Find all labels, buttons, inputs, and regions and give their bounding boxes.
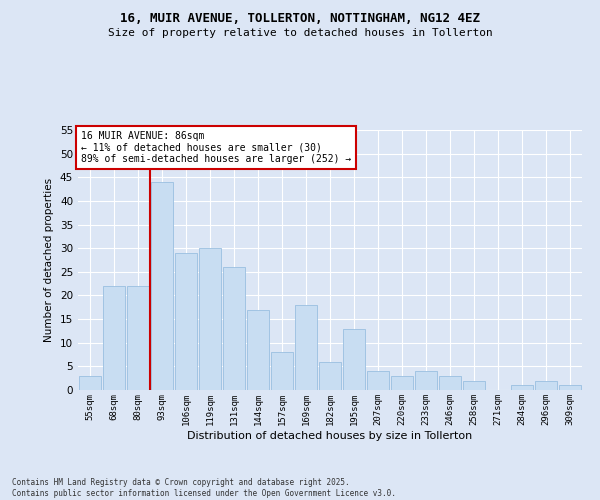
Bar <box>127 286 149 390</box>
Bar <box>559 386 581 390</box>
Text: Size of property relative to detached houses in Tollerton: Size of property relative to detached ho… <box>107 28 493 38</box>
Bar <box>415 371 437 390</box>
Bar <box>79 376 101 390</box>
Bar <box>175 253 197 390</box>
Bar <box>151 182 173 390</box>
Bar <box>247 310 269 390</box>
Bar <box>439 376 461 390</box>
Bar <box>199 248 221 390</box>
Bar <box>367 371 389 390</box>
Text: 16 MUIR AVENUE: 86sqm
← 11% of detached houses are smaller (30)
89% of semi-deta: 16 MUIR AVENUE: 86sqm ← 11% of detached … <box>80 132 351 164</box>
Bar <box>103 286 125 390</box>
Y-axis label: Number of detached properties: Number of detached properties <box>44 178 55 342</box>
Text: 16, MUIR AVENUE, TOLLERTON, NOTTINGHAM, NG12 4EZ: 16, MUIR AVENUE, TOLLERTON, NOTTINGHAM, … <box>120 12 480 26</box>
Bar <box>535 380 557 390</box>
Bar <box>295 305 317 390</box>
X-axis label: Distribution of detached houses by size in Tollerton: Distribution of detached houses by size … <box>187 430 473 440</box>
Bar <box>319 362 341 390</box>
Bar <box>343 328 365 390</box>
Bar <box>223 267 245 390</box>
Bar <box>391 376 413 390</box>
Bar <box>463 380 485 390</box>
Bar <box>511 386 533 390</box>
Text: Contains HM Land Registry data © Crown copyright and database right 2025.
Contai: Contains HM Land Registry data © Crown c… <box>12 478 396 498</box>
Bar <box>271 352 293 390</box>
